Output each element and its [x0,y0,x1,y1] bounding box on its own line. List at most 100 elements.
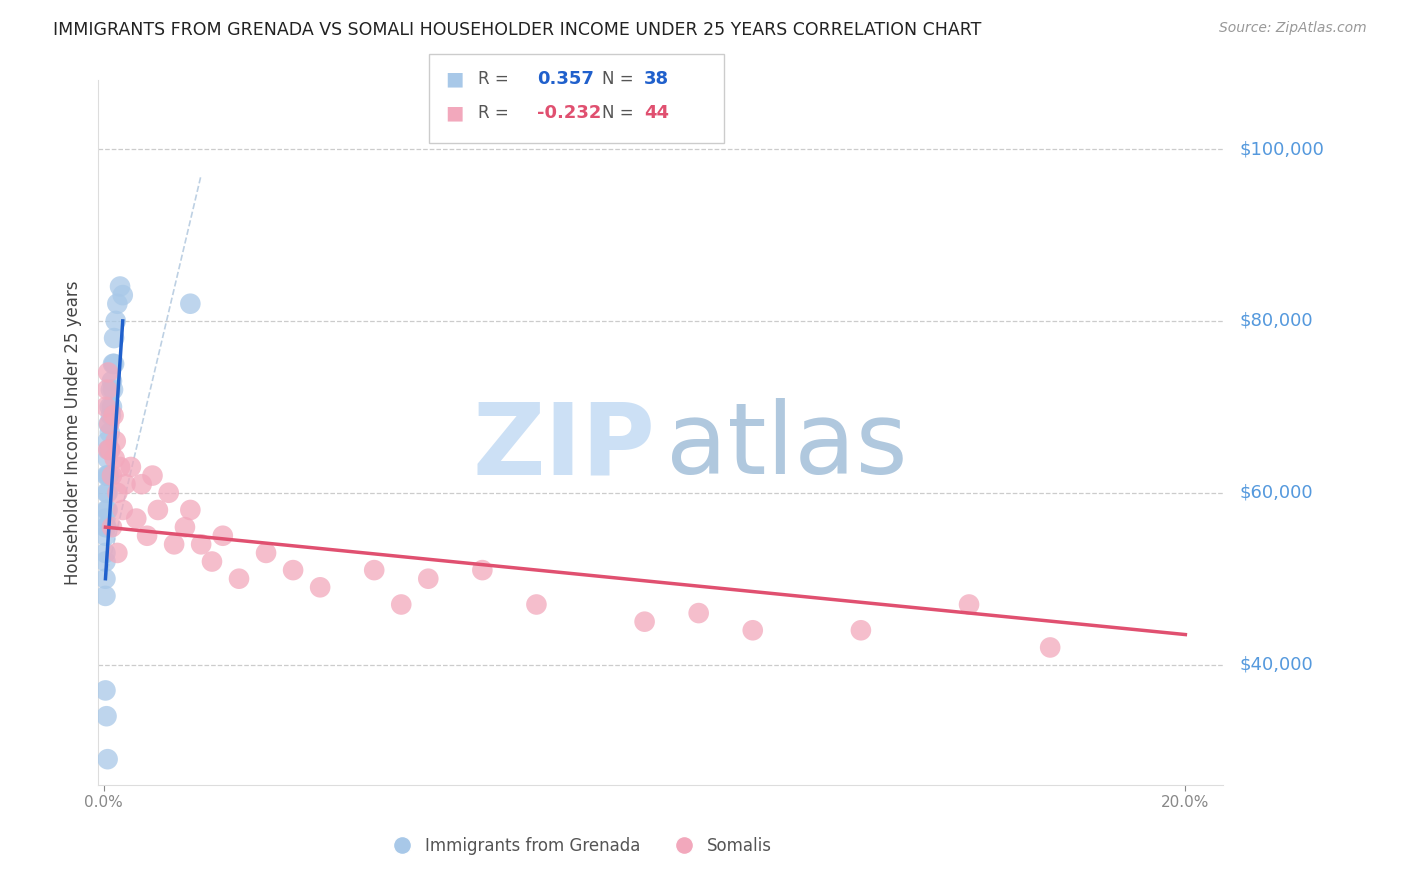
Point [108,460,131,475]
Point [179,503,201,517]
Point [101,383,124,397]
Point [281,563,304,577]
Point [104,434,127,449]
Point [101,400,124,414]
Point [131,477,153,491]
Point [96,485,118,500]
Point [97,468,120,483]
Point [97,442,120,457]
Point [94,589,117,603]
Point [471,563,494,577]
Point [108,279,131,293]
Point [100,383,122,397]
Text: -0.232: -0.232 [537,104,602,122]
Point [98,417,121,431]
Point [98,425,121,440]
Point [309,580,332,594]
Point [98,442,121,457]
Text: $40,000: $40,000 [1240,656,1313,673]
Text: 44: 44 [644,104,669,122]
Point [97,366,120,380]
Text: 0.357: 0.357 [537,70,593,88]
Point [105,296,128,310]
Point [96,520,118,534]
Point [174,520,197,534]
Point [146,503,169,517]
Point [105,546,128,560]
Point [418,572,440,586]
Text: atlas: atlas [666,398,908,495]
Point [111,288,134,302]
Text: R =: R = [478,70,519,88]
Point [114,477,136,491]
Point [97,503,120,517]
Point [104,451,127,466]
Point [101,520,124,534]
Text: N =: N = [602,104,638,122]
Point [141,468,163,483]
Point [100,409,122,423]
Point [389,598,412,612]
Point [633,615,655,629]
Point [103,357,125,371]
Text: ■: ■ [444,70,464,89]
Point [957,598,980,612]
Point [96,383,118,397]
Point [97,417,120,431]
Y-axis label: Householder Income Under 25 years: Householder Income Under 25 years [63,280,82,585]
Text: $80,000: $80,000 [1240,312,1313,330]
Point [103,331,125,345]
Point [97,485,120,500]
Point [97,752,120,766]
Point [94,400,117,414]
Point [104,314,127,328]
Point [254,546,277,560]
Point [101,374,124,388]
Point [98,442,121,457]
Point [849,624,872,638]
Point [136,529,159,543]
Text: R =: R = [478,104,515,122]
Point [94,555,117,569]
Point [201,555,224,569]
Text: IMMIGRANTS FROM GRENADA VS SOMALI HOUSEHOLDER INCOME UNDER 25 YEARS CORRELATION : IMMIGRANTS FROM GRENADA VS SOMALI HOUSEH… [53,21,981,39]
Point [125,511,148,525]
Point [96,468,118,483]
Text: $100,000: $100,000 [1240,140,1324,158]
Text: $60,000: $60,000 [1240,483,1313,502]
Point [111,503,134,517]
Point [101,357,124,371]
Text: ZIP: ZIP [472,398,655,495]
Point [741,624,763,638]
Point [98,400,121,414]
Point [120,460,142,475]
Text: N =: N = [602,70,638,88]
Point [97,434,120,449]
Point [96,503,118,517]
Point [363,563,385,577]
Point [101,468,124,483]
Point [211,529,233,543]
Point [105,485,128,500]
Point [94,529,117,543]
Point [94,511,117,525]
Text: 38: 38 [644,70,669,88]
Point [1039,640,1062,655]
Legend: Immigrants from Grenada, Somalis: Immigrants from Grenada, Somalis [385,830,779,861]
Point [228,572,250,586]
Point [526,598,548,612]
Point [688,606,710,620]
Point [97,451,120,466]
Point [94,683,117,698]
Point [97,442,120,457]
Point [163,537,186,551]
Point [190,537,212,551]
Point [94,546,117,560]
Point [103,409,125,423]
Point [179,296,201,310]
Text: Source: ZipAtlas.com: Source: ZipAtlas.com [1219,21,1367,36]
Point [94,520,117,534]
Text: ■: ■ [444,103,464,123]
Point [157,485,180,500]
Point [94,572,117,586]
